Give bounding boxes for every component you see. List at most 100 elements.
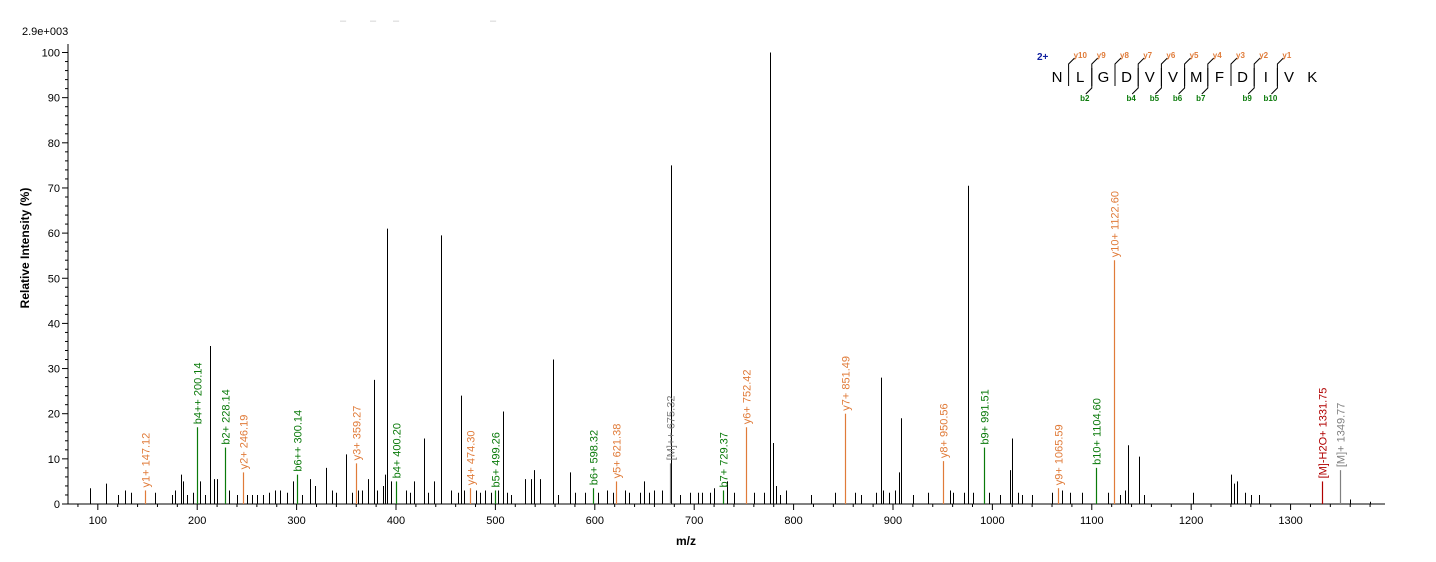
- peak-label: [M]-H2O+ 1331.75: [1318, 388, 1330, 479]
- b-ion-bracket: [1131, 68, 1139, 95]
- b-ion-label: b9: [1243, 94, 1253, 103]
- y-ion-label: y8: [1120, 51, 1129, 60]
- peak-label: y8+ 950.56: [939, 403, 951, 458]
- y-ion-bracket: [1160, 57, 1168, 86]
- peak-label: b9+ 991.51: [980, 389, 992, 444]
- residue: G: [1098, 69, 1110, 86]
- peak-label: b6++ 300.14: [293, 410, 305, 472]
- x-tick-label: 700: [685, 515, 703, 527]
- x-tick-label: 1000: [980, 515, 1004, 527]
- residue: V: [1168, 69, 1178, 86]
- header-dash: –: [393, 15, 400, 27]
- y-ion-bracket: [1137, 57, 1145, 86]
- peak-label: b10+ 1104.60: [1092, 398, 1104, 465]
- y-tick-label: 50: [48, 273, 60, 285]
- b-ion-bracket: [1085, 68, 1093, 95]
- b-ion-label: b5: [1150, 94, 1160, 103]
- y-axis-title: Relative Intensity (%): [18, 188, 32, 309]
- peak-label: y10+ 1122.60: [1110, 191, 1122, 257]
- b-ion-bracket: [1201, 68, 1209, 95]
- y-tick-label: 40: [48, 318, 60, 330]
- peak-label: b5+ 499.26: [491, 432, 503, 487]
- residue: V: [1145, 69, 1155, 86]
- residue: N: [1052, 69, 1063, 86]
- residue: I: [1264, 69, 1268, 86]
- y-ion-label: y2: [1259, 51, 1268, 60]
- y-tick-label: 80: [48, 138, 60, 150]
- y-ion-label: y5: [1190, 51, 1199, 60]
- peak-label: y2+ 246.19: [239, 415, 251, 470]
- residue: V: [1284, 69, 1294, 86]
- x-axis: 100 200 300 400 500 600 700 800 900 1000 1100 1200 1…: [68, 503, 1385, 527]
- x-tick-label: 400: [387, 515, 405, 527]
- y-ion-bracket: [1068, 57, 1075, 86]
- residue: M: [1190, 69, 1203, 86]
- b-ion-label: b6: [1173, 94, 1183, 103]
- residue: D: [1237, 69, 1248, 86]
- y-ion-bracket: [1207, 57, 1215, 86]
- header-dash: –: [340, 15, 347, 27]
- charge-state: 2+: [1037, 52, 1049, 63]
- residue: K: [1307, 69, 1317, 86]
- y-tick-label: 0: [54, 499, 60, 511]
- b-ion-bracket: [1155, 68, 1162, 95]
- header-dashes: – – – –: [340, 15, 497, 27]
- y-ion-bracket: [1230, 57, 1238, 86]
- x-axis-title: m/z: [676, 534, 696, 548]
- header-dash: –: [370, 15, 377, 27]
- peak-label: y9+ 1065.59: [1054, 424, 1066, 485]
- peak-label: y5+ 621.38: [612, 424, 624, 479]
- peak-label: b4++ 200.14: [193, 362, 205, 424]
- y-ion-bracket: [1114, 57, 1122, 86]
- peak-label: b4+ 400.20: [392, 423, 404, 478]
- y-ion-bracket: [1253, 57, 1261, 86]
- residue: F: [1215, 69, 1224, 86]
- y-ion-label: y10: [1074, 51, 1088, 60]
- y-ion-bracket: [1276, 57, 1284, 86]
- peak-label: y1+ 147.12: [141, 433, 153, 488]
- y-axis: 0 10 20 30 40 50 60 70 80 90 100: [42, 44, 69, 511]
- peak-label: y7+ 851.49: [841, 356, 853, 411]
- b-ion-bracket: [1247, 68, 1255, 95]
- b-ion-label: b2: [1080, 94, 1090, 103]
- b-ion-label: b10: [1264, 94, 1278, 103]
- y-ion-label: y3: [1236, 51, 1245, 60]
- peak-label: y6+ 752.42: [742, 369, 754, 424]
- x-tick-label: 600: [586, 515, 604, 527]
- y-ion-label: y4: [1213, 51, 1222, 60]
- y-ion-label: y6: [1166, 51, 1175, 60]
- header-dash: –: [490, 15, 497, 27]
- residue: L: [1076, 69, 1084, 86]
- peak-label: y3+ 359.27: [352, 406, 364, 461]
- y-ion-label: y7: [1143, 51, 1152, 60]
- x-tick-label: 100: [89, 515, 107, 527]
- y-tick-label: 100: [42, 48, 60, 60]
- x-tick-label: 300: [287, 515, 305, 527]
- y-tick-label: 70: [48, 183, 60, 195]
- peak-label: b6+ 598.32: [589, 430, 601, 485]
- peak-label: b7+ 729.37: [719, 432, 731, 487]
- x-tick-label: 800: [784, 515, 802, 527]
- y-tick-label: 60: [48, 228, 60, 240]
- x-tick-label: 200: [188, 515, 206, 527]
- peak-annotations: y1+ 147.12 b4++ 200.14 b2+ 228.14 y2+ 246.1…: [141, 191, 1348, 504]
- x-tick-label: 500: [486, 515, 504, 527]
- y-tick-label: 10: [48, 454, 60, 466]
- x-tick-label: 1200: [1179, 515, 1203, 527]
- x-tick-label: 900: [884, 515, 902, 527]
- peak-label: y4+ 474.30: [466, 430, 478, 485]
- y-tick-label: 30: [48, 364, 60, 376]
- residue: D: [1121, 69, 1132, 86]
- y-ion-label: y9: [1097, 51, 1106, 60]
- x-tick-label: 1300: [1278, 515, 1302, 527]
- y-ion-label: y1: [1282, 51, 1291, 60]
- peak-label: [M]++ 675.32: [666, 396, 678, 461]
- x-tick-label: 1100: [1080, 515, 1104, 527]
- b-ion-label: b4: [1127, 94, 1137, 103]
- y-tick-label: 20: [48, 409, 60, 421]
- b-ion-bracket: [1271, 68, 1278, 95]
- peak-series: [90, 52, 1371, 504]
- peak-label: b2+ 228.14: [221, 389, 233, 444]
- intensity-scale-label: 2.9e+003: [22, 26, 68, 38]
